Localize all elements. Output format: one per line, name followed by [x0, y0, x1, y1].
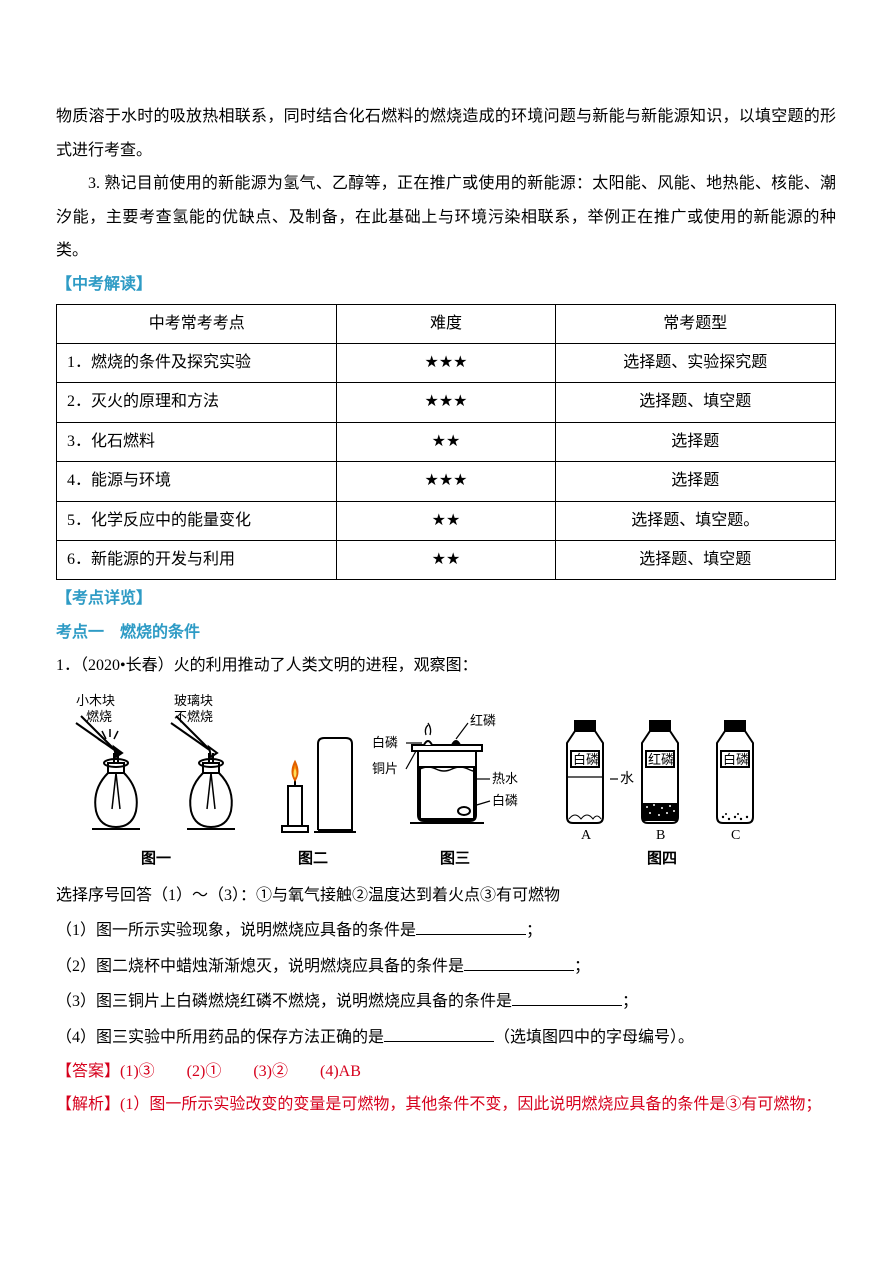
cell-topic: 4．能源与环境: [57, 462, 337, 501]
table-row: 5．化学反应中的能量变化 ★★ 选择题、填空题。: [57, 501, 836, 540]
svg-text:B: B: [656, 828, 665, 841]
cell-topic: 3．化石燃料: [57, 422, 337, 461]
cell-topic: 5．化学反应中的能量变化: [57, 501, 337, 540]
section-title-zhongkao: 【中考解读】: [56, 268, 836, 302]
svg-text:白磷: 白磷: [492, 793, 518, 808]
figures-row: 小木块 燃烧 玻璃块 不燃烧: [56, 691, 836, 875]
q2-text-b: ；: [574, 958, 590, 975]
exam-topics-table: 中考常考考点 难度 常考题型 1．燃烧的条件及探究实验 ★★★ 选择题、实验探究…: [56, 304, 836, 581]
table-row: 3．化石燃料 ★★ 选择题: [57, 422, 836, 461]
answer-line: 【答案】(1)③ (2)① (3)② (4)AB: [56, 1055, 836, 1089]
table-row: 1．燃烧的条件及探究实验 ★★★ 选择题、实验探究题: [57, 343, 836, 382]
figure-3-svg: 红磷 白磷 铜片 热水 白磷: [370, 711, 540, 841]
section-title-kaodian: 【考点详览】: [56, 582, 836, 616]
label-glass2: 不燃烧: [174, 709, 213, 724]
svg-text:白磷: 白磷: [723, 752, 749, 767]
figure-2-caption: 图二: [298, 843, 328, 875]
table-row: 4．能源与环境 ★★★ 选择题: [57, 462, 836, 501]
intro-paragraph-2: 3. 熟记目前使用的新能源为氢气、乙醇等，正在推广或使用的新能源：太阳能、风能、…: [56, 167, 836, 268]
cell-topic: 1．燃烧的条件及探究实验: [57, 343, 337, 382]
answer-text: (1)③ (2)① (3)② (4)AB: [120, 1063, 361, 1080]
label-wood1: 小木块: [76, 693, 115, 708]
sub-q4: （4）图三实验中所用药品的保存方法正确的是 （选填图四中的字母编号）。: [56, 1021, 836, 1055]
q2-text-a: （2）图二烧杯中蜡烛渐渐熄灭，说明燃烧应具备的条件是: [56, 958, 464, 975]
cell-topic: 6．新能源的开发与利用: [57, 540, 337, 579]
sub-questions: （1）图一所示实验现象，说明燃烧应具备的条件是 ； （2）图二烧杯中蜡烛渐渐熄灭，…: [56, 914, 836, 1054]
q4-text-a: （4）图三实验中所用药品的保存方法正确的是: [56, 1029, 384, 1046]
figure-2-svg: [268, 726, 358, 841]
svg-text:白磷: 白磷: [573, 752, 599, 767]
cell-qtype: 选择题: [555, 422, 835, 461]
cell-qtype: 选择题、填空题。: [555, 501, 835, 540]
svg-text:水: 水: [620, 771, 634, 787]
table-row: 2．灭火的原理和方法 ★★★ 选择题、填空题: [57, 383, 836, 422]
svg-text:铜片: 铜片: [372, 761, 398, 776]
figure-3-caption: 图三: [440, 843, 470, 875]
table-row: 6．新能源的开发与利用 ★★ 选择题、填空题: [57, 540, 836, 579]
choice-options: 选择序号回答（1）～（3）：①与氧气接触②温度达到着火点③有可燃物: [56, 879, 836, 913]
cell-difficulty: ★★: [337, 540, 555, 579]
blank: [416, 919, 526, 935]
answer-label: 【答案】: [56, 1063, 120, 1080]
cell-difficulty: ★★★: [337, 343, 555, 382]
sub-q3: （3）图三铜片上白磷燃烧红磷不燃烧，说明燃烧应具备的条件是 ；: [56, 985, 836, 1019]
svg-text:红磷: 红磷: [648, 752, 674, 767]
blank: [464, 955, 574, 971]
label-wood2: 燃烧: [86, 709, 112, 724]
q1-text-a: （1）图一所示实验现象，说明燃烧应具备的条件是: [56, 922, 416, 939]
sub-q1: （1）图一所示实验现象，说明燃烧应具备的条件是 ；: [56, 914, 836, 948]
svg-text:热水: 热水: [492, 771, 518, 786]
figure-2: 图二: [268, 726, 358, 875]
label-glass1: 玻璃块: [174, 693, 213, 708]
th-topic: 中考常考考点: [57, 304, 337, 343]
blank: [384, 1026, 494, 1042]
table-header-row: 中考常考考点 难度 常考题型: [57, 304, 836, 343]
svg-text:C: C: [731, 828, 740, 841]
cell-difficulty: ★★★: [337, 383, 555, 422]
blank: [512, 990, 622, 1006]
sub-q2: （2）图二烧杯中蜡烛渐渐熄灭，说明燃烧应具备的条件是 ；: [56, 950, 836, 984]
cell-difficulty: ★★: [337, 422, 555, 461]
topic-title-1: 考点一 燃烧的条件: [56, 616, 836, 650]
th-difficulty: 难度: [337, 304, 555, 343]
cell-qtype: 选择题、实验探究题: [555, 343, 835, 382]
figure-1-svg: 小木块 燃烧 玻璃块 不燃烧: [56, 691, 256, 841]
analysis-text: (1）图一所示实验改变的变量是可燃物，其他条件不变，因此说明燃烧应具备的条件是③…: [120, 1096, 821, 1113]
cell-qtype: 选择题、填空题: [555, 540, 835, 579]
intro-paragraph-1: 物质溶于水时的吸放热相联系，同时结合化石燃料的燃烧造成的环境问题与新能与新能源知…: [56, 100, 836, 167]
figure-4: 水 白磷 A: [552, 711, 772, 875]
figure-3: 红磷 白磷 铜片 热水 白磷: [370, 711, 540, 875]
q3-text-a: （3）图三铜片上白磷燃烧红磷不燃烧，说明燃烧应具备的条件是: [56, 993, 512, 1010]
q1-text-b: ；: [526, 922, 542, 939]
cell-difficulty: ★★★: [337, 462, 555, 501]
figure-4-caption: 图四: [647, 843, 677, 875]
figure-4-svg: 水 白磷 A: [552, 711, 772, 841]
figure-1: 小木块 燃烧 玻璃块 不燃烧: [56, 691, 256, 875]
svg-text:白磷: 白磷: [372, 735, 398, 750]
svg-text:A: A: [581, 828, 592, 841]
q3-text-b: ；: [622, 993, 638, 1010]
th-qtype: 常考题型: [555, 304, 835, 343]
analysis-label: 【解析】: [56, 1096, 120, 1113]
analysis-line: 【解析】(1）图一所示实验改变的变量是可燃物，其他条件不变，因此说明燃烧应具备的…: [56, 1088, 836, 1122]
question-stem: 1．（2020•长春）火的利用推动了人类文明的进程，观察图：: [56, 649, 836, 683]
q4-text-b: （选填图四中的字母编号）。: [494, 1029, 694, 1046]
svg-text:红磷: 红磷: [470, 713, 496, 728]
cell-qtype: 选择题: [555, 462, 835, 501]
cell-qtype: 选择题、填空题: [555, 383, 835, 422]
figure-1-caption: 图一: [141, 843, 171, 875]
cell-topic: 2．灭火的原理和方法: [57, 383, 337, 422]
cell-difficulty: ★★: [337, 501, 555, 540]
